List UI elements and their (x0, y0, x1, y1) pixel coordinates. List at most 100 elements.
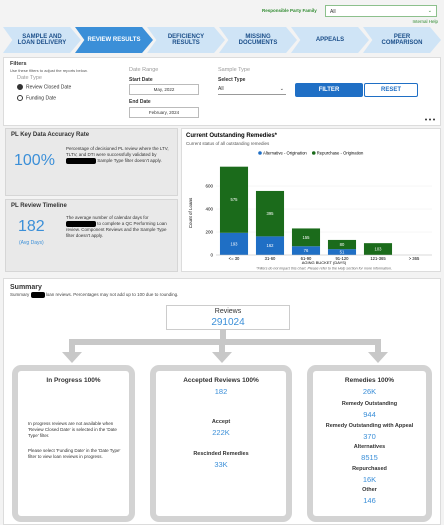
filter-button[interactable]: FILTER (295, 83, 363, 97)
select-value: All (218, 86, 224, 92)
redaction (66, 220, 96, 227)
date-type-label: Date Type (17, 75, 42, 81)
radio-label: Funding Date (26, 95, 57, 102)
start-input[interactable]: May, 2022 (129, 84, 199, 95)
date-range-label: Date Range (129, 67, 159, 73)
item-label: Other (362, 487, 377, 493)
start-value: May, 2022 (153, 87, 175, 92)
bar-value-label: 76 (304, 248, 309, 253)
nav-tab[interactable]: MISSING DOCUMENTS (219, 27, 297, 53)
nav-tab[interactable]: SAMPLE AND LOAN DELIVERY (3, 27, 81, 53)
bar-value-label: 162 (267, 243, 275, 248)
box-value: 182 (214, 387, 228, 396)
nav-tab[interactable]: APPEALS (291, 27, 369, 53)
filters-hint: Use these filters to adjust the reports … (10, 68, 88, 73)
nav-tab[interactable]: PEER COMPARISON (363, 27, 441, 53)
nav-tab[interactable]: DEFICIENCY RESULTS (147, 27, 225, 53)
reset-button[interactable]: RESET (364, 83, 418, 97)
x-tick-label: 31-60 (265, 256, 276, 261)
start-label: Start Date (129, 77, 153, 83)
box-value: 26K (362, 387, 377, 396)
chart-subtitle: Current status of all outstanding remedi… (186, 141, 270, 146)
nav-tab[interactable]: REVIEW RESULTS (75, 27, 153, 53)
text-part: to complete a QC Performing Loan review.… (66, 221, 167, 238)
x-tick-label: > 365 (409, 256, 420, 261)
item-label: Remedy Outstanding (341, 401, 398, 407)
text-part: The average number of calendar days for (66, 215, 149, 220)
bar-segment (255, 236, 285, 255)
box-title: Remedies 100% (344, 377, 395, 384)
chart-title: Current Outstanding Remedies* (186, 133, 278, 139)
bar-value-label: 193 (231, 241, 239, 246)
chart-panel: Current Outstanding Remedies* Current st… (181, 128, 441, 272)
end-input[interactable]: February, 2024 (129, 107, 199, 118)
item-label: Repurchased (352, 465, 387, 472)
card-unit: (Avg Days) (19, 240, 44, 246)
party-dropdown[interactable]: All ⌄ (325, 5, 437, 17)
item-value: 222K (212, 428, 230, 437)
bar-segment (291, 228, 321, 247)
in-progress-box: In Progress 100% In progress reviews are… (12, 365, 135, 522)
item-value: 146 (363, 496, 376, 505)
party-value: All (330, 9, 336, 15)
card-text: Percentage of decisioned PL review where… (66, 146, 174, 164)
end-label: End Date (129, 99, 151, 105)
card-title: PL Review Timeline (11, 203, 67, 209)
bar-value-label: 155 (303, 235, 311, 240)
bar-value-label: 103 (375, 247, 383, 252)
summary-title: Summary (10, 284, 42, 291)
timeline-card: PL Review Timeline 182 (Avg Days) The av… (5, 199, 178, 272)
bar-segment (327, 249, 357, 255)
y-tick-label: 200 (205, 230, 213, 235)
x-tick-label: 121-365 (370, 256, 386, 261)
item-label: Remedy Outstanding with Appeal (325, 422, 414, 429)
bar-value-label: 395 (267, 211, 275, 216)
remedies-box: Remedies 100% 26K Remedy Outstanding 944 R… (307, 365, 432, 522)
y-axis-label: Count of Loans (188, 197, 193, 228)
reviews-box: Reviews 291024 (166, 305, 290, 330)
legend-label: Repurchase - Origination (317, 151, 364, 156)
filters-title: Filters (10, 61, 27, 67)
accepted-box: Accepted Reviews 100% 182 Accept 222K Re… (150, 365, 292, 522)
legend-swatch (258, 151, 262, 155)
legend-swatch (311, 151, 316, 155)
box-title: In Progress 100% (46, 377, 101, 384)
accuracy-card: PL Key Data Accuracy Rate 100% Percentag… (5, 128, 178, 196)
bar-segment (219, 166, 249, 233)
redaction (30, 292, 45, 298)
x-tick-label: <= 30 (229, 256, 240, 261)
item-label: Accept (211, 419, 231, 425)
dropdown-caret: ⌄ (427, 8, 432, 14)
help-link[interactable]: Internal Help (412, 19, 438, 24)
redaction (66, 157, 96, 164)
box-title: Accepted Reviews 100% (183, 377, 259, 384)
chart-note: *Filters do not impact this chart. Pleas… (256, 267, 392, 271)
card-value: 100% (14, 152, 55, 169)
radio-label: Review Closed Date (26, 84, 72, 91)
y-tick-label: 600 (205, 184, 213, 189)
end-value: February, 2024 (148, 110, 180, 115)
radio-option[interactable]: Funding Date (17, 95, 56, 101)
party-label: Responsible Party Family (262, 8, 317, 13)
bar-segment (291, 246, 321, 255)
select-type[interactable]: All ⌄ (218, 85, 286, 95)
radio-dot (17, 95, 23, 101)
bar-segment (363, 243, 393, 255)
more-menu[interactable] (424, 117, 438, 122)
sample-type-label: Sample Type (218, 67, 251, 73)
legend-label: Alternative - Origination (263, 151, 307, 156)
reviews-label: Reviews (214, 308, 242, 315)
x-tick-label: 91-120 (335, 256, 349, 261)
item-value: 16K (362, 474, 377, 484)
radio-option[interactable]: Review Closed Date (17, 84, 71, 90)
select-caret: ⌄ (279, 86, 284, 92)
bar-segment (327, 239, 357, 250)
text-part: Sample Type filter doesn't apply. (97, 157, 162, 163)
bar-value-label: 80 (340, 242, 345, 247)
y-tick-label: 400 (205, 207, 213, 212)
box-text: Please select 'Funding Date' in the 'Dat… (28, 448, 121, 459)
text-part: loan reviews. Percentages may not add up… (45, 292, 179, 298)
bar-segment (255, 190, 285, 237)
radio-dot (17, 84, 23, 90)
